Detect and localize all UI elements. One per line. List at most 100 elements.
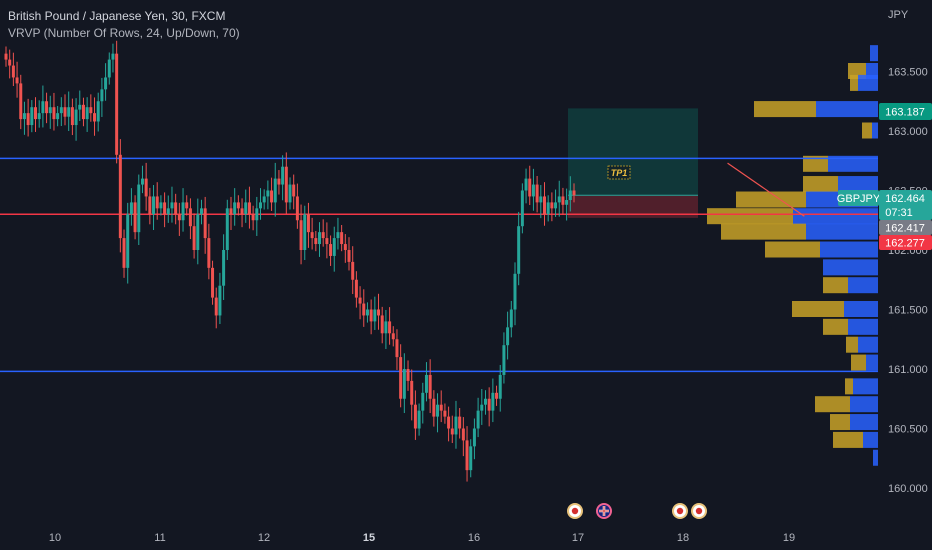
candle-body (85, 107, 89, 120)
candle-body (207, 238, 211, 268)
candle-body (159, 202, 163, 209)
vp-row-up (870, 45, 878, 62)
candle-body (531, 184, 535, 197)
price-axis-bg[interactable] (878, 0, 932, 522)
currency-label: JPY (888, 9, 909, 21)
candle-body (410, 380, 414, 405)
line-price-tag: 162.417 (879, 220, 932, 235)
trendline[interactable] (727, 162, 805, 217)
candle-body (174, 202, 178, 215)
candle-body (100, 89, 104, 102)
candle-body (89, 107, 93, 114)
candle-body (299, 220, 303, 250)
candle-body (524, 178, 528, 191)
price-tick-label: 160.000 (888, 483, 928, 495)
candle-body (458, 416, 462, 429)
time-tick-label: 12 (258, 532, 270, 544)
candle-body (244, 202, 248, 215)
candle-body (399, 357, 403, 399)
candle-body (59, 107, 63, 114)
vp-row-down (846, 336, 858, 353)
candle-body (325, 238, 329, 245)
candle-body (137, 184, 141, 233)
position-target-zone[interactable] (568, 108, 698, 196)
candle-body (22, 113, 26, 120)
event-icon-3[interactable] (691, 503, 707, 519)
vp-row-up (866, 354, 878, 371)
last-price-text: 162.464 (885, 193, 925, 205)
candle-body (384, 321, 388, 334)
vp-row-down (823, 277, 848, 294)
vp-row-down (754, 101, 816, 118)
vp-row-down (862, 122, 872, 139)
event-icon-2[interactable] (672, 503, 688, 519)
candle-body (542, 196, 546, 215)
vp-row-up (858, 336, 878, 353)
candle-body (155, 196, 159, 209)
stop-price-tag: 162.277 (879, 235, 932, 250)
vp-row-down (803, 176, 838, 193)
symbol-tag-text: GBPJPY (837, 193, 881, 205)
candle-body (550, 202, 554, 209)
price-tick-label: 163.000 (888, 126, 928, 138)
candle-body (281, 166, 285, 185)
candle-body (417, 410, 421, 429)
candle-body (329, 244, 333, 256)
candle-body (439, 404, 443, 411)
candle-body (148, 196, 152, 215)
candle-body (336, 232, 340, 239)
candle-body (37, 113, 41, 120)
candle-body (340, 232, 344, 245)
tp-label-text: TP1 (611, 168, 628, 178)
candle-body (498, 374, 502, 399)
chart-legend[interactable]: British Pound / Japanese Yen, 30, FXCM V… (8, 8, 240, 42)
candle-body (443, 410, 447, 417)
candle-body (211, 267, 215, 298)
candle-body (321, 232, 325, 239)
candle-body (181, 202, 185, 221)
candle-body (347, 250, 351, 262)
indicator-title[interactable]: VRVP (Number Of Rows, 24, Up/Down, 70) (8, 26, 240, 40)
candle-body (284, 166, 288, 203)
price-tick-label: 161.000 (888, 364, 928, 376)
candle-body (343, 244, 347, 250)
candle-body (185, 202, 189, 209)
candle-body (247, 202, 251, 215)
vp-row-up (858, 74, 878, 91)
candle-body (45, 101, 49, 114)
candle-body (93, 113, 97, 122)
vp-row-down (792, 301, 844, 317)
candle-body (428, 374, 432, 399)
vp-row-down (765, 241, 820, 258)
candle-body (273, 178, 277, 203)
candle-body (472, 428, 476, 447)
vp-row-down (823, 318, 848, 335)
candle-body (388, 321, 392, 334)
candle-body (229, 208, 233, 215)
candle-body (78, 104, 82, 110)
candle-body (255, 208, 259, 221)
candle-body (188, 208, 192, 227)
vp-row-up (863, 431, 878, 448)
event-icon-uk-flag[interactable] (596, 503, 612, 519)
last-price-tag: 162.464 07:31 (879, 190, 932, 220)
event-icon-1[interactable] (567, 503, 583, 519)
candle-body (450, 428, 454, 435)
candle-body (270, 190, 274, 203)
vp-row-down (845, 378, 853, 395)
candles (4, 40, 576, 482)
candle-body (144, 178, 148, 197)
position-stop-zone[interactable] (568, 195, 698, 218)
candle-body (354, 279, 358, 298)
candle-body (535, 184, 539, 203)
candle-body (26, 113, 30, 126)
price-tick-label: 160.500 (888, 424, 928, 436)
vp-row-down (830, 414, 850, 431)
symbol-tag: GBPJPY (837, 190, 881, 206)
candle-body (15, 77, 19, 84)
candle-body (70, 107, 74, 126)
symbol-title[interactable]: British Pound / Japanese Yen, 30, FXCM (8, 9, 226, 23)
vp-row-up (806, 223, 878, 240)
vp-row-down (721, 223, 806, 240)
